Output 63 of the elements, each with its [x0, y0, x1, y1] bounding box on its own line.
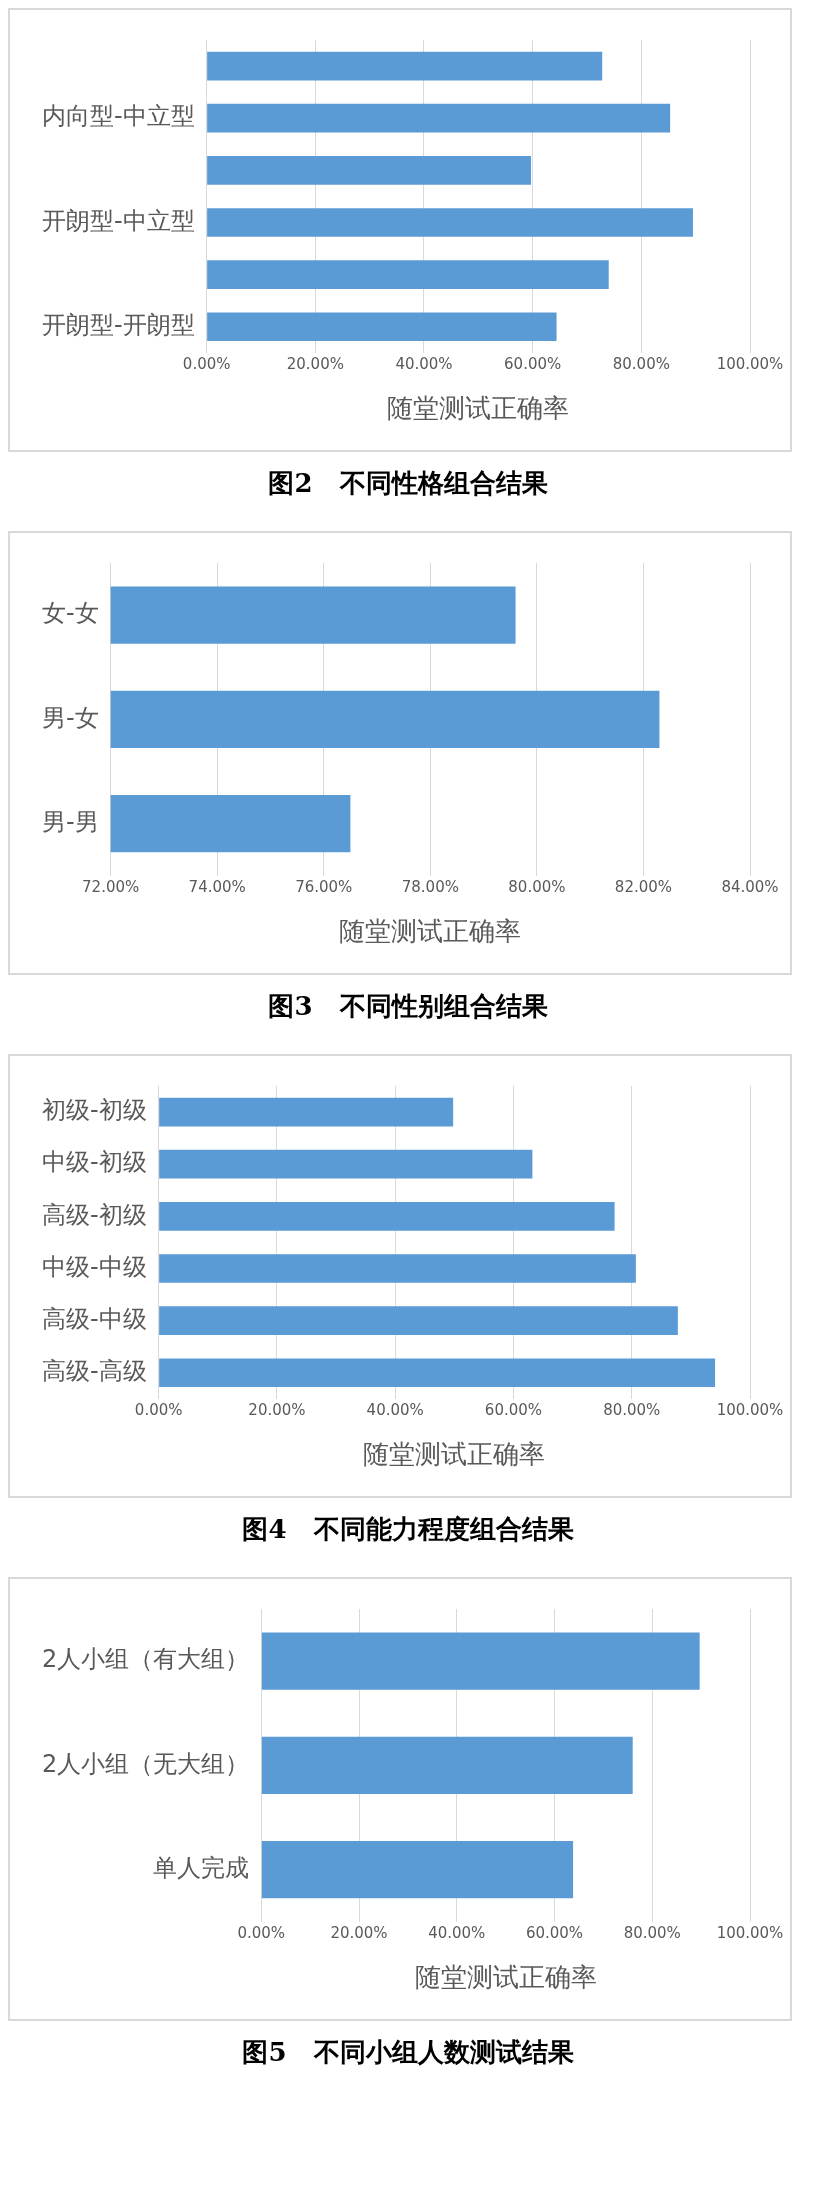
bar: [207, 208, 693, 237]
y-tick-label: 中级-中级: [41, 1252, 147, 1281]
y-tick-label: 单人完成: [153, 1853, 250, 1882]
x-axis-title: 随堂测试正确率: [339, 916, 522, 947]
bar: [159, 1306, 678, 1335]
x-tick-label: 60.00%: [504, 354, 562, 373]
y-tick-label: 2人小组（无大组）: [41, 1749, 250, 1778]
x-axis-title: 随堂测试正确率: [363, 1439, 546, 1470]
y-tick-label: 女-女: [41, 599, 99, 628]
x-tick-label: 40.00%: [366, 1400, 424, 1419]
bar: [159, 1097, 454, 1127]
x-tick-label: 40.00%: [428, 1923, 486, 1942]
bar: [261, 1632, 700, 1690]
x-axis-title: 随堂测试正确率: [414, 1962, 597, 1993]
y-tick-label: 高级-高级: [41, 1356, 147, 1385]
bar: [159, 1254, 636, 1283]
x-tick-label: 74.00%: [188, 877, 246, 896]
x-tick-label: 100.00%: [716, 1400, 784, 1419]
bar: [207, 312, 557, 342]
y-tick-label: 男-女: [41, 703, 99, 732]
y-tick-label: 2人小组（有大组）: [41, 1645, 250, 1674]
x-tick-label: 78.00%: [401, 877, 459, 896]
x-tick-label: 80.00%: [508, 877, 566, 896]
bar: [159, 1202, 615, 1231]
x-tick-label: 100.00%: [716, 354, 784, 373]
x-tick-label: 0.00%: [134, 1400, 183, 1419]
bar: [261, 1736, 633, 1795]
bar: [159, 1358, 716, 1388]
bar: [159, 1149, 533, 1179]
bar: [261, 1840, 574, 1899]
y-tick-label: 男-男: [41, 807, 99, 836]
y-tick-label: 内向型-中立型: [41, 102, 195, 131]
x-tick-label: 72.00%: [82, 877, 140, 896]
y-tick-label: 中级-初级: [41, 1148, 147, 1177]
x-tick-label: 20.00%: [248, 1400, 306, 1419]
bar: [207, 103, 671, 133]
x-tick-label: 0.00%: [237, 1923, 286, 1942]
y-tick-label: 高级-初级: [41, 1200, 147, 1229]
x-tick-label: 60.00%: [484, 1400, 543, 1419]
text: 图3 不同性别组合结果: [267, 990, 549, 1023]
x-tick-label: 20.00%: [330, 1923, 388, 1942]
x-tick-label: 84.00%: [721, 877, 779, 896]
bar: [207, 156, 532, 185]
x-tick-label: 80.00%: [612, 354, 670, 373]
bar: [207, 51, 603, 81]
y-tick-label: 初级-初级: [41, 1096, 147, 1125]
text: 图2 不同性格组合结果: [267, 467, 549, 500]
text: 图5 不同小组人数测试结果: [241, 2036, 575, 2069]
y-tick-label: 开朗型-开朗型: [41, 310, 195, 339]
y-tick-label: 高级-中级: [41, 1304, 147, 1333]
x-tick-label: 60.00%: [525, 1923, 584, 1942]
x-tick-label: 80.00%: [623, 1923, 681, 1942]
x-tick-label: 100.00%: [716, 1923, 784, 1942]
x-tick-label: 76.00%: [295, 877, 353, 896]
x-tick-label: 20.00%: [286, 354, 344, 373]
text: 图4 不同能力程度组合结果: [241, 1513, 575, 1546]
y-tick-label: 开朗型-中立型: [41, 206, 195, 235]
x-axis-title: 随堂测试正确率: [387, 393, 570, 424]
x-tick-label: 40.00%: [395, 354, 453, 373]
x-tick-label: 0.00%: [182, 354, 231, 373]
bar: [207, 260, 609, 289]
x-tick-label: 82.00%: [614, 877, 673, 896]
x-tick-label: 80.00%: [603, 1400, 661, 1419]
